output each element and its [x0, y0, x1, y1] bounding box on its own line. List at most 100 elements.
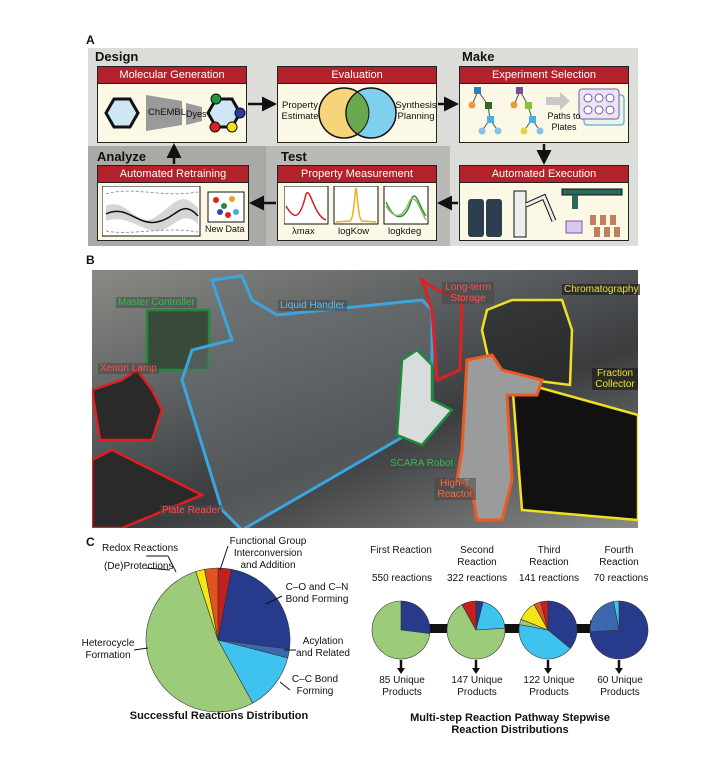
new-data-label: New Data	[205, 224, 245, 234]
step2-pie-slice-3	[461, 600, 477, 631]
legend-co-cn: C–O and C–N Bond Forming	[285, 582, 349, 605]
synthesis-tree-graphic	[468, 87, 625, 135]
leader-co-cn	[265, 595, 283, 605]
legend-acylation: Acylation and Related	[296, 636, 350, 659]
legend-deprotections: (De)Protections	[104, 561, 174, 572]
step4-name: Fourth Reaction	[599, 545, 639, 568]
leader-cc	[279, 681, 291, 691]
xenon-lamp-outline	[92, 368, 164, 442]
label-high-t-reactor: High-T Reactor	[434, 478, 476, 500]
step4-pie-slice-2	[613, 600, 620, 631]
pie-title-multistep: Multi-step Reaction Pathway Stepwise Rea…	[410, 712, 610, 736]
measurement-plots	[284, 186, 429, 225]
step4-pie-slice-0	[589, 600, 649, 660]
automated-retraining-box: Automated Retraining New Data	[97, 165, 249, 241]
step2-pie-slice-2	[446, 604, 506, 660]
label-master-controller: Master Controller	[116, 297, 197, 308]
panel-b-label: B	[86, 253, 95, 267]
legend-cc: C–C Bond Forming	[291, 674, 339, 697]
step1-pie-slice-1	[371, 600, 431, 660]
step3-reactions: 141 reactions	[518, 573, 580, 584]
step2-pie-slice-1	[475, 601, 506, 631]
step1-products: 85 Unique Products	[379, 675, 425, 698]
step2-products: 147 Unique Products	[451, 675, 503, 698]
synthesis-planning-label: Synthesis Planning	[395, 100, 437, 122]
label-scara-robot: SCARA Robot	[388, 458, 456, 469]
step1-name: First Reaction	[370, 545, 432, 556]
dyes-label: Dyes	[186, 109, 207, 119]
label-chromatography: Chromatography	[562, 284, 641, 295]
pathway-connector	[420, 624, 600, 633]
experiment-selection-box: Experiment Selection Paths to Plates	[459, 66, 629, 143]
lab-photo: Master Controller Liquid Handler Long-te…	[92, 270, 641, 528]
panel-c-label: C	[86, 535, 95, 549]
long-term-storage-outline	[419, 276, 464, 383]
leader-deprotections	[145, 567, 171, 571]
scara-robot-outline	[395, 348, 454, 447]
panel-a-label: A	[86, 33, 95, 47]
step1-pie-slice-0	[400, 600, 431, 634]
step3-pie-slice-5	[540, 600, 549, 631]
instrument-outlines	[92, 274, 638, 528]
label-fraction-collector: Fraction Collector	[592, 368, 638, 390]
property-measurement-box: Property Measurement λmax logKow logkdeg	[277, 165, 437, 241]
chembl-funnel	[146, 95, 182, 131]
label-liquid-handler: Liquid Handler	[278, 300, 347, 311]
logkdeg-label: logkdeg	[388, 226, 422, 237]
leader-redox-2	[167, 555, 177, 573]
step3-products: 122 Unique Products	[523, 675, 575, 698]
step1-reactions: 550 reactions	[371, 573, 433, 584]
label-xenon-lamp: Xenon Lamp	[98, 363, 159, 374]
step2-name: Second Reaction	[457, 545, 497, 568]
molecular-generation-title: Molecular Generation	[98, 67, 246, 84]
label-plate-reader: Plate Reader	[160, 505, 223, 516]
hexagon-icon	[104, 97, 140, 129]
dyes-funnel	[186, 103, 202, 125]
pie-title-successful: Successful Reactions Distribution	[129, 710, 309, 722]
leader-functional-group	[219, 545, 229, 571]
logkow-label: logKow	[338, 226, 370, 237]
fraction-collector-outline	[510, 378, 638, 522]
step3-name: Third Reaction	[529, 545, 569, 568]
robot-hardware-graphic	[468, 188, 623, 238]
step4-products: 60 Unique Products	[597, 675, 643, 698]
overall-pie-slice-6	[204, 567, 219, 641]
molecular-generation-box: Molecular Generation ChEMBL Dyes	[97, 66, 247, 143]
retraining-graphic	[102, 186, 245, 237]
step4-reactions: 70 reactions	[593, 573, 649, 584]
legend-functional-group: Functional Group Interconversion and Add…	[229, 536, 307, 571]
leader-heterocycle	[133, 647, 149, 651]
step3-pie-slice-0	[547, 600, 578, 649]
experiment-selection-title: Experiment Selection	[460, 67, 628, 84]
lambda-max-label: λmax	[292, 226, 315, 237]
step1-arrowhead	[397, 668, 405, 674]
property-estimate-label: Property Estimate	[281, 100, 319, 122]
evaluation-box: Evaluation Property Estimate Synthesis P…	[277, 66, 437, 143]
workflow-arrows	[166, 96, 552, 211]
arrow-icon	[546, 92, 570, 110]
overall-pie-slice-4	[145, 571, 254, 713]
overall-pie-slice-1	[217, 568, 291, 650]
plate-reader-outline	[92, 448, 206, 528]
property-measurement-title: Property Measurement	[278, 166, 436, 183]
step2-reactions: 322 reactions	[446, 573, 508, 584]
venn-diagram	[318, 87, 397, 139]
overall-pie-slice-3	[217, 639, 289, 704]
step4-pie-slice-1	[589, 601, 620, 633]
step2-arrowhead	[472, 668, 480, 674]
paths-to-plates-label: Paths to Plates	[547, 111, 581, 132]
label-long-term-storage: Long-term Storage	[442, 282, 494, 304]
stage-test: Test	[281, 149, 307, 164]
chembl-label: ChEMBL	[148, 107, 187, 118]
step4-arrowhead	[615, 668, 623, 674]
step3-arrowhead	[544, 668, 552, 674]
step3-pie-slice-1	[518, 624, 571, 660]
molecular-generation-graphic	[104, 93, 246, 133]
automated-retraining-title: Automated Retraining	[98, 166, 248, 183]
automated-execution-box: Automated Execution	[459, 165, 629, 241]
evaluation-title: Evaluation	[278, 67, 436, 84]
stage-make: Make	[462, 49, 495, 64]
legend-heterocycle: Heterocycle Formation	[81, 638, 135, 661]
